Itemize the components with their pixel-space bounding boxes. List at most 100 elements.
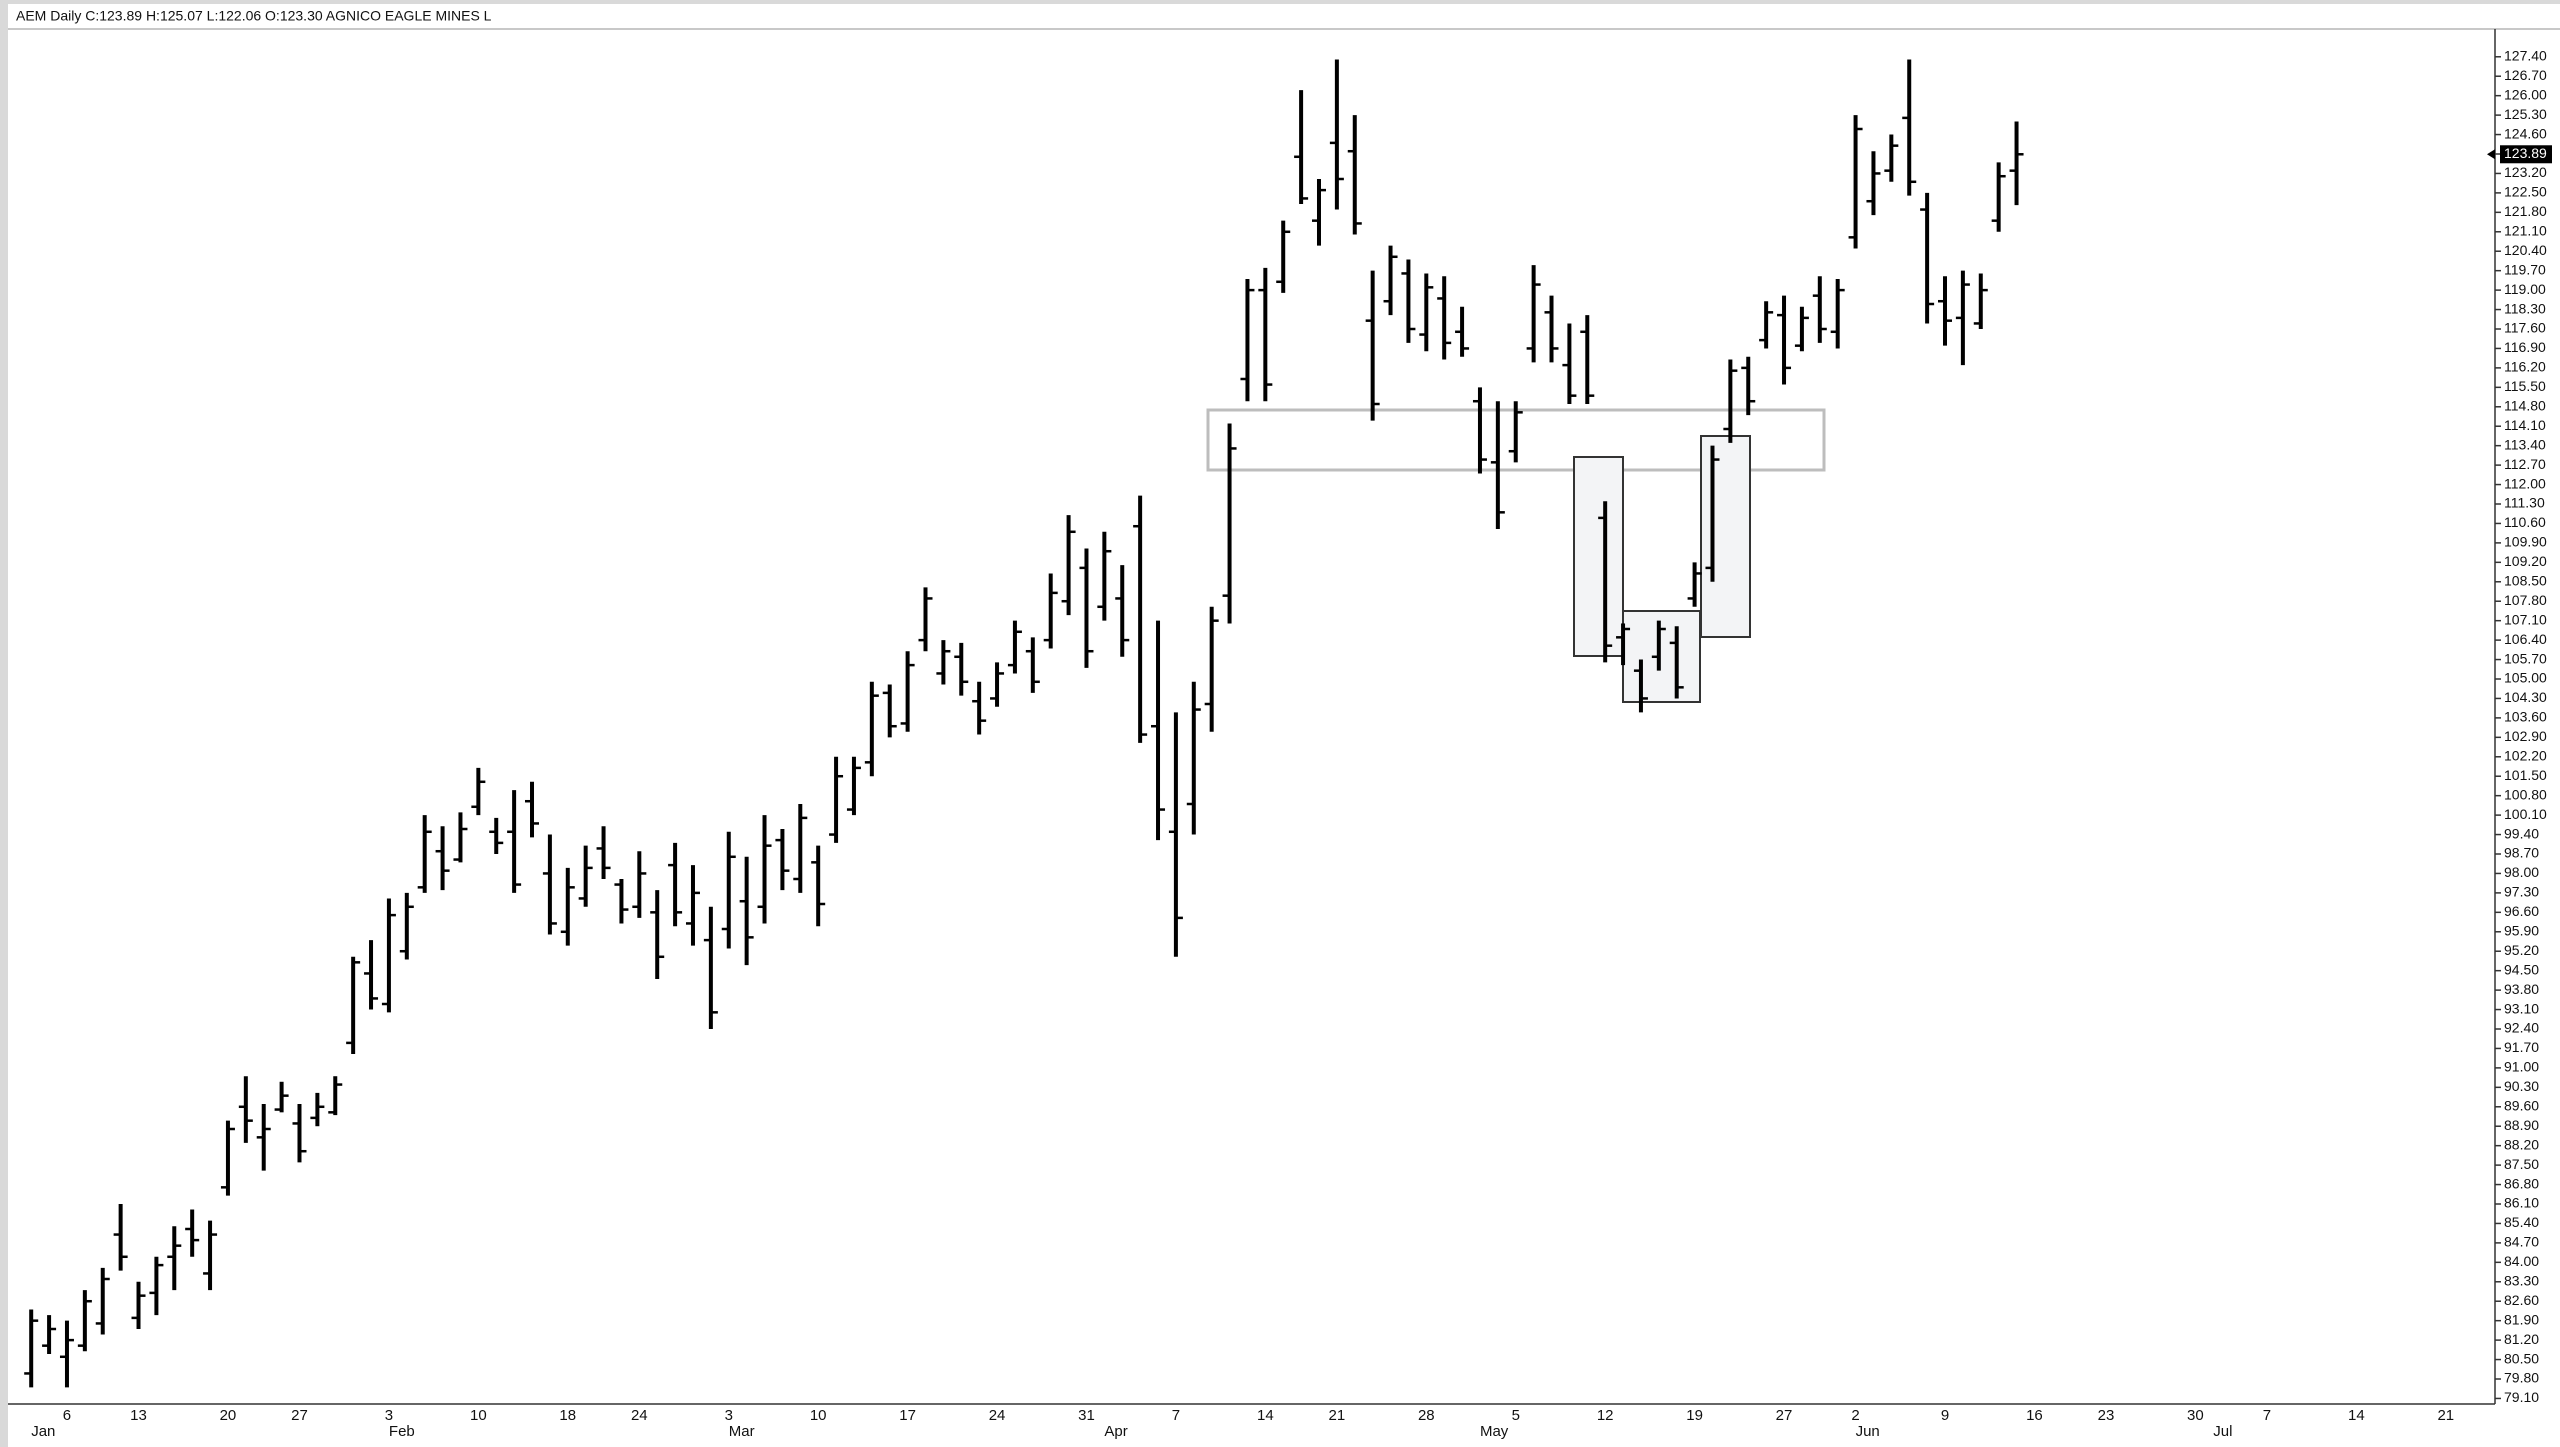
x-tick-label: 3 [725,1407,733,1424]
last-price-box [2500,145,2552,164]
y-tick-label: 118.30 [2504,300,2546,316]
x-tick-label: 6 [63,1407,71,1424]
y-tick-label: 126.70 [2504,67,2547,83]
y-tick-label: 110.60 [2504,514,2546,530]
y-tick-label: 119.00 [2504,281,2546,297]
y-tick-label: 82.60 [2504,1292,2539,1308]
y-tick-label: 92.40 [2504,1020,2539,1036]
x-tick-label: 2 [1851,1407,1859,1424]
y-tick-label: 122.50 [2504,184,2547,200]
y-tick-label: 106.40 [2504,631,2547,647]
y-tick-label: 94.50 [2504,961,2539,977]
x-tick-label: 7 [2263,1407,2271,1424]
chart-title: AEM Daily C:123.89 H:125.07 L:122.06 O:1… [16,8,492,24]
x-tick-label: 21 [2437,1407,2454,1424]
y-tick-label: 104.30 [2504,689,2547,705]
last-price-label: 123.89 [2504,145,2547,161]
y-tick-label: 89.60 [2504,1097,2539,1113]
x-tick-label: 28 [1418,1407,1435,1424]
x-tick-label: 30 [2187,1407,2204,1424]
y-tick-label: 90.30 [2504,1078,2539,1094]
y-tick-label: 91.00 [2504,1059,2539,1075]
x-tick-label: 13 [130,1407,147,1424]
last-price-arrow [2487,149,2495,160]
y-tick-label: 119.70 [2504,261,2546,277]
x-tick-label: 19 [1686,1407,1703,1424]
month-label: Jan [31,1423,55,1440]
y-tick-label: 103.60 [2504,709,2547,725]
y-tick-label: 112.00 [2504,475,2546,491]
x-tick-label: 17 [899,1407,916,1424]
y-tick-label: 121.10 [2504,222,2547,238]
month-label: Jul [2213,1423,2232,1440]
y-tick-label: 107.10 [2504,611,2547,627]
y-tick-label: 105.00 [2504,670,2547,686]
y-tick-label: 84.00 [2504,1253,2539,1269]
x-tick-label: 27 [291,1407,308,1424]
y-tick-label: 86.10 [2504,1195,2539,1211]
y-tick-label: 113.40 [2504,436,2546,452]
y-tick-label: 116.90 [2504,339,2546,355]
y-tick-label: 98.00 [2504,864,2539,880]
annotation-box [1622,610,1701,703]
y-tick-label: 102.90 [2504,728,2547,744]
y-tick-label: 86.80 [2504,1175,2539,1191]
y-tick-label: 116.20 [2504,359,2546,375]
x-tick-label: 27 [1776,1407,1793,1424]
x-tick-label: 21 [1329,1407,1346,1424]
y-tick-label: 81.20 [2504,1331,2539,1347]
y-tick-label: 88.90 [2504,1117,2539,1133]
y-tick-label: 127.40 [2504,47,2547,63]
x-tick-label: 18 [559,1407,576,1424]
y-tick-label: 125.30 [2504,106,2547,122]
x-tick-label: 7 [1172,1407,1180,1424]
y-tick-label: 102.20 [2504,747,2547,763]
x-tick-label: 3 [385,1407,393,1424]
y-tick-label: 124.60 [2504,125,2547,141]
annotation-box [1700,435,1751,638]
y-tick-label: 98.70 [2504,845,2539,861]
y-tick-label: 99.40 [2504,825,2539,841]
y-tick-label: 91.70 [2504,1039,2539,1055]
y-tick-label: 126.00 [2504,86,2547,102]
y-tick-label: 108.50 [2504,572,2547,588]
y-tick-label: 80.50 [2504,1350,2539,1366]
y-tick-label: 81.90 [2504,1311,2539,1327]
y-tick-label: 105.70 [2504,650,2547,666]
x-tick-label: 12 [1597,1407,1614,1424]
y-tick-label: 109.20 [2504,553,2547,569]
y-tick-label: 120.40 [2504,242,2547,258]
x-tick-label: 9 [1941,1407,1949,1424]
x-tick-label: 16 [2026,1407,2043,1424]
x-tick-label: 24 [631,1407,648,1424]
y-tick-label: 97.30 [2504,884,2539,900]
y-tick-label: 96.60 [2504,903,2539,919]
annotation-box [1573,456,1624,657]
y-tick-label: 100.10 [2504,806,2547,822]
month-label: Jun [1856,1423,1880,1440]
y-tick-label: 88.20 [2504,1136,2539,1152]
x-tick-label: 14 [1257,1407,1274,1424]
y-tick-label: 114.10 [2504,417,2546,433]
y-tick-label: 87.50 [2504,1156,2539,1172]
y-tick-label: 114.80 [2504,397,2546,413]
y-tick-label: 115.50 [2504,378,2546,394]
y-tick-label: 123.20 [2504,164,2547,180]
x-tick-label: 24 [989,1407,1006,1424]
month-label: Feb [389,1423,415,1440]
y-tick-label: 84.70 [2504,1234,2539,1250]
y-tick-label: 109.90 [2504,534,2547,550]
y-tick-label: 85.40 [2504,1214,2539,1230]
x-tick-label: 10 [810,1407,827,1424]
x-tick-label: 5 [1512,1407,1520,1424]
x-tick-label: 23 [2098,1407,2115,1424]
x-tick-label: 31 [1078,1407,1095,1424]
y-tick-label: 95.90 [2504,922,2539,938]
y-tick-label: 95.20 [2504,942,2539,958]
y-tick-label: 79.10 [2504,1389,2539,1405]
y-tick-label: 83.30 [2504,1272,2539,1288]
y-tick-label: 100.80 [2504,786,2547,802]
y-tick-label: 93.10 [2504,1000,2539,1016]
